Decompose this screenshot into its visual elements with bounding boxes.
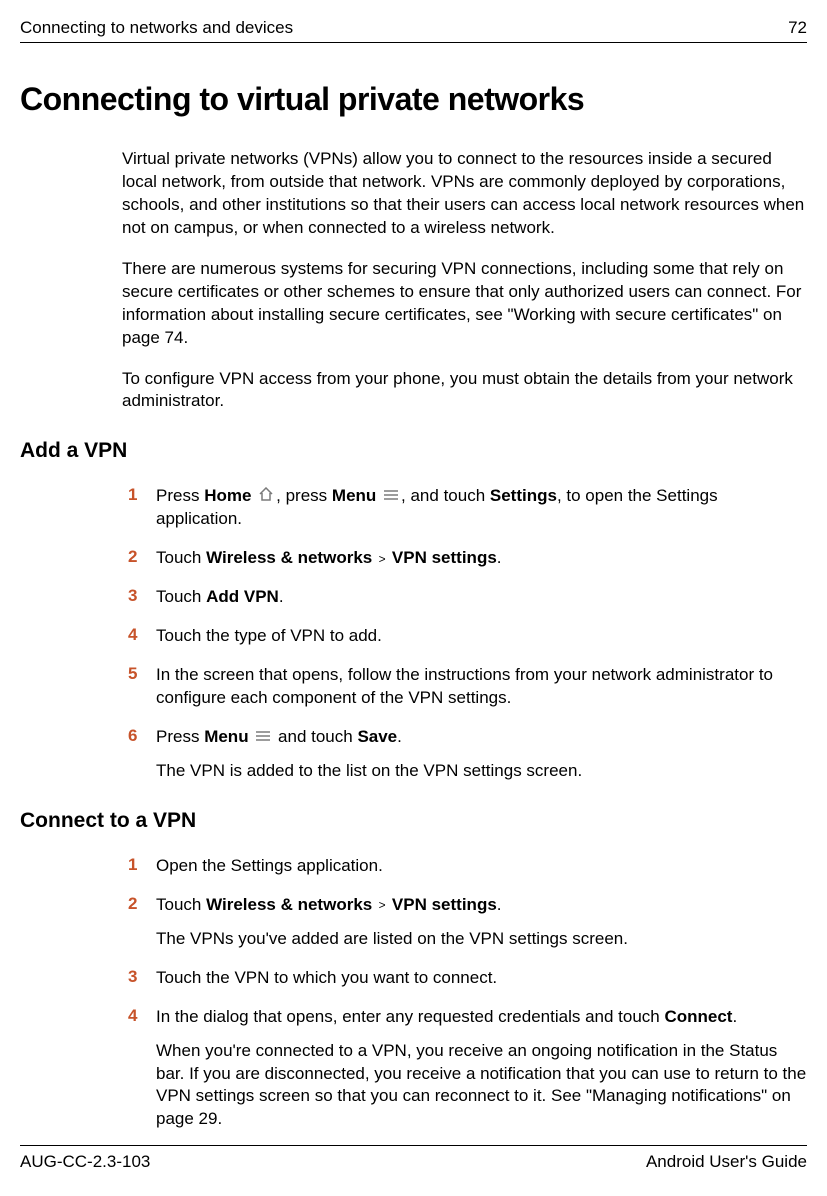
step-item: 4 Touch the type of VPN to add. xyxy=(128,625,807,648)
step-item: 5 In the screen that opens, follow the i… xyxy=(128,664,807,710)
step-text: In the dialog that opens, enter any requ… xyxy=(156,1007,664,1026)
step-body: Touch Wireless & networks > VPN settings… xyxy=(156,547,807,570)
step-text: , and touch xyxy=(401,486,490,505)
step-body: Touch the VPN to which you want to conne… xyxy=(156,967,807,990)
step-item: 3 Touch the VPN to which you want to con… xyxy=(128,967,807,990)
connect-vpn-heading: Connect to a VPN xyxy=(20,809,807,833)
step-number: 2 xyxy=(128,547,156,570)
step-number: 4 xyxy=(128,1006,156,1132)
step-note: When you're connected to a VPN, you rece… xyxy=(156,1040,807,1132)
step-text xyxy=(251,486,256,505)
page-header: Connecting to networks and devices 72 xyxy=(20,18,807,43)
step-text: Press xyxy=(156,727,204,746)
step-body: Touch Wireless & networks > VPN settings… xyxy=(156,894,807,951)
step-bold: Settings xyxy=(490,486,557,505)
step-number: 2 xyxy=(128,894,156,951)
step-bold: Wireless & networks xyxy=(206,895,372,914)
intro-section: Virtual private networks (VPNs) allow yo… xyxy=(20,148,807,413)
breadcrumb-separator: > xyxy=(375,898,389,912)
step-body: In the dialog that opens, enter any requ… xyxy=(156,1006,807,1132)
step-text: and touch xyxy=(273,727,357,746)
step-item: 2 Touch Wireless & networks > VPN settin… xyxy=(128,894,807,951)
add-vpn-steps: 1 Press Home , press Menu , and touch Se… xyxy=(20,485,807,783)
connect-vpn-steps: 1 Open the Settings application. 2 Touch… xyxy=(20,855,807,1131)
step-text: . xyxy=(497,895,502,914)
step-body: Open the Settings application. xyxy=(156,855,807,878)
step-text: . xyxy=(279,587,284,606)
step-bold: Home xyxy=(204,486,251,505)
step-number: 4 xyxy=(128,625,156,648)
intro-paragraph-1: Virtual private networks (VPNs) allow yo… xyxy=(122,148,807,240)
header-section-title: Connecting to networks and devices xyxy=(20,18,293,38)
step-text: . xyxy=(397,727,402,746)
step-number: 6 xyxy=(128,726,156,783)
step-body: Touch Add VPN. xyxy=(156,586,807,609)
step-text: , press xyxy=(276,486,332,505)
step-item: 1 Press Home , press Menu , and touch Se… xyxy=(128,485,807,531)
add-vpn-heading: Add a VPN xyxy=(20,439,807,463)
step-item: 6 Press Menu and touch Save. The VPN is … xyxy=(128,726,807,783)
step-bold: VPN settings xyxy=(392,895,497,914)
footer-guide-title: Android User's Guide xyxy=(646,1152,807,1172)
step-bold: Wireless & networks xyxy=(206,548,372,567)
step-body: Press Home , press Menu , and touch Sett… xyxy=(156,485,807,531)
menu-icon xyxy=(255,726,271,749)
step-number: 3 xyxy=(128,967,156,990)
page-footer: AUG-CC-2.3-103 Android User's Guide xyxy=(20,1145,807,1172)
home-icon xyxy=(258,485,274,508)
step-number: 1 xyxy=(128,485,156,531)
step-bold: Save xyxy=(357,727,397,746)
step-bold: Connect xyxy=(664,1007,732,1026)
step-text: Touch xyxy=(156,548,206,567)
step-text: . xyxy=(732,1007,737,1026)
step-number: 3 xyxy=(128,586,156,609)
step-bold: VPN settings xyxy=(392,548,497,567)
step-text: . xyxy=(497,548,502,567)
step-bold: Menu xyxy=(204,727,248,746)
step-number: 5 xyxy=(128,664,156,710)
page-title: Connecting to virtual private networks xyxy=(20,81,807,118)
breadcrumb-separator: > xyxy=(375,552,389,566)
step-text: Press xyxy=(156,486,204,505)
step-bold: Menu xyxy=(332,486,376,505)
step-body: Touch the type of VPN to add. xyxy=(156,625,807,648)
menu-icon xyxy=(383,485,399,508)
step-body: Press Menu and touch Save. The VPN is ad… xyxy=(156,726,807,783)
step-number: 1 xyxy=(128,855,156,878)
step-body: In the screen that opens, follow the ins… xyxy=(156,664,807,710)
intro-paragraph-2: There are numerous systems for securing … xyxy=(122,258,807,350)
step-text: Touch xyxy=(156,587,206,606)
step-text xyxy=(376,486,381,505)
intro-paragraph-3: To configure VPN access from your phone,… xyxy=(122,368,807,414)
step-item: 1 Open the Settings application. xyxy=(128,855,807,878)
step-item: 3 Touch Add VPN. xyxy=(128,586,807,609)
step-note: The VPN is added to the list on the VPN … xyxy=(156,760,807,783)
step-text: Touch xyxy=(156,895,206,914)
step-note: The VPNs you've added are listed on the … xyxy=(156,928,807,951)
step-bold: Add VPN xyxy=(206,587,279,606)
step-text xyxy=(249,727,254,746)
footer-doc-id: AUG-CC-2.3-103 xyxy=(20,1152,150,1172)
header-page-number: 72 xyxy=(788,18,807,38)
step-item: 2 Touch Wireless & networks > VPN settin… xyxy=(128,547,807,570)
step-item: 4 In the dialog that opens, enter any re… xyxy=(128,1006,807,1132)
